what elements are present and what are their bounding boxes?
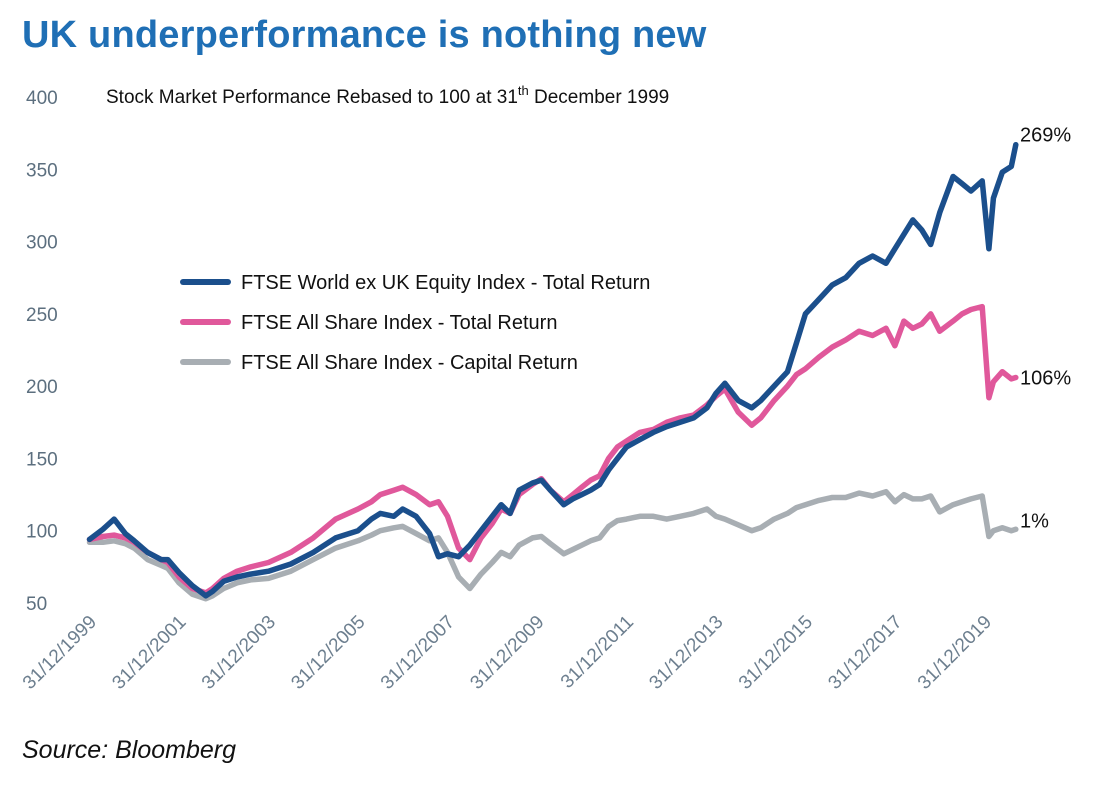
y-tick-label: 400 [26,88,58,109]
x-tick-label: 31/12/2001 [108,612,190,694]
y-tick-label: 250 [26,305,58,326]
y-axis-ticks: 400 350 300 250 200 150 100 50 [26,88,58,615]
page-title: UK underperformance is nothing new [22,14,707,56]
x-tick-label: 31/12/2009 [466,612,548,694]
series-lines [86,141,1019,602]
source-note: Source: Bloomberg [22,736,237,764]
end-label-2: 1% [1020,510,1049,532]
x-tick-label: 31/12/2017 [824,612,906,694]
chart-subtitle-end: December 1999 [529,87,669,108]
x-tick-label: 31/12/2011 [557,612,638,693]
y-tick-label: 150 [26,449,58,470]
x-axis-ticks: 31/12/1999 31/12/2001 31/12/2003 31/12/2005… [19,612,996,694]
legend-label-0: FTSE World ex UK Equity Index - Total Re… [241,272,650,294]
y-tick-label: 300 [26,233,58,254]
x-tick-label: 31/12/2005 [287,612,369,694]
x-tick-label: 31/12/2003 [198,612,280,694]
x-tick-label: 31/12/2015 [735,612,817,694]
y-tick-label: 50 [26,594,47,615]
chart-subtitle: Stock Market Performance Rebased to 100 … [106,83,669,108]
y-tick-label: 200 [26,377,58,398]
end-labels: 269% 106% 1% [1020,125,1071,533]
series-line-2 [86,488,1019,602]
series-line-1 [86,303,1019,596]
end-label-1: 106% [1020,367,1071,389]
chart-subtitle-main: Stock Market Performance Rebased to 100 … [106,87,518,108]
x-tick-label: 31/12/2019 [914,612,996,694]
legend: FTSE World ex UK Equity Index - Total Re… [180,272,650,374]
y-tick-label: 350 [26,160,58,181]
x-tick-label: 31/12/2013 [645,612,727,694]
chart-subtitle-superscript: th [518,83,529,98]
x-tick-label: 31/12/2007 [377,612,459,694]
series-line-0 [86,141,1019,599]
y-tick-label: 100 [26,522,58,543]
end-label-0: 269% [1020,125,1071,147]
legend-label-1: FTSE All Share Index - Total Return [241,312,557,334]
x-tick-label: 31/12/1999 [19,612,101,694]
legend-label-2: FTSE All Share Index - Capital Return [241,352,578,374]
